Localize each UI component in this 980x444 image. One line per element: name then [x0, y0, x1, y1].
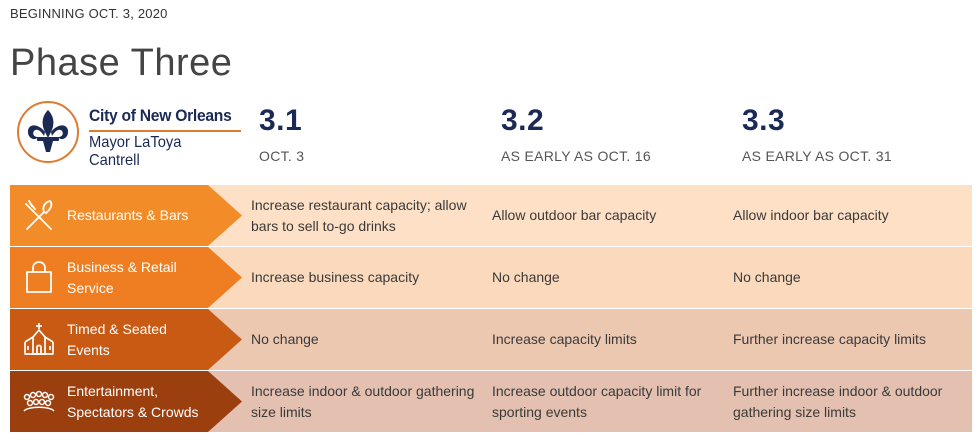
table-row: Entertainment, Spectators & Crowds Incre…: [0, 371, 980, 432]
phase-date: AS EARLY AS OCT. 31: [742, 148, 892, 164]
row-label-text: Business & Retail Service: [67, 258, 177, 296]
phase-column-header: 3.1 OCT. 3: [259, 104, 304, 164]
phase-column-header: 3.3 AS EARLY AS OCT. 31: [742, 104, 892, 164]
logo-mayor-name: Mayor LaToya Cantrell: [89, 134, 182, 169]
shopping-bag-icon: [26, 261, 52, 293]
table-row: Business & Retail Service Increase busin…: [0, 247, 980, 308]
table-cell: Further increase indoor & outdoor gather…: [733, 382, 943, 420]
table-cell: No change: [492, 269, 560, 285]
table-cell: Allow indoor bar capacity: [733, 207, 889, 223]
fleur-de-lis-icon: [27, 110, 69, 152]
logo-seal: [17, 101, 79, 163]
table-cell: Increase outdoor capacity limit for spor…: [492, 382, 702, 420]
city-logo: City of New Orleans Mayor LaToya Cantrel…: [17, 101, 247, 169]
table-cell: Increase restaurant capacity; allow bars…: [251, 196, 467, 234]
row-label-business-retail: Business & Retail Service: [10, 247, 242, 308]
phase-number: 3.2: [501, 104, 545, 137]
row-label-restaurants-bars: Restaurants & Bars: [10, 185, 242, 246]
phase-number: 3.3: [742, 104, 786, 137]
table-cell: Increase indoor & outdoor gathering size…: [251, 382, 475, 420]
row-label-text: Restaurants & Bars: [67, 207, 189, 223]
church-icon: [24, 323, 54, 355]
table-cell: Increase business capacity: [251, 269, 420, 285]
page-title: Phase Three: [10, 42, 233, 84]
phase-column-header: 3.2 AS EARLY AS OCT. 16: [501, 104, 651, 164]
page-kicker: BEGINNING OCT. 3, 2020: [10, 6, 168, 21]
table-cell: Further increase capacity limits: [733, 331, 926, 347]
table-cell: Increase capacity limits: [492, 331, 637, 347]
phase-number: 3.1: [259, 104, 303, 137]
crowd-icon: [23, 390, 55, 412]
logo-divider: [89, 130, 241, 132]
table-cell: Allow outdoor bar capacity: [492, 207, 657, 223]
row-label-text: Entertainment, Spectators & Crowds: [67, 382, 199, 420]
fork-knife-icon: [25, 200, 53, 230]
row-label-entertainment: Entertainment, Spectators & Crowds: [10, 371, 242, 432]
phase-date: OCT. 3: [259, 148, 305, 164]
logo-city-name: City of New Orleans: [89, 106, 232, 125]
row-label-timed-seated: Timed & Seated Events: [10, 309, 242, 370]
table-row: Restaurants & Bars Increase restaurant c…: [0, 185, 980, 246]
table-row: Timed & Seated Events No change Increase…: [0, 309, 980, 370]
phase-date: AS EARLY AS OCT. 16: [501, 148, 651, 164]
table-cell: No change: [733, 269, 801, 285]
row-label-text: Timed & Seated Events: [67, 320, 167, 358]
table-cell: No change: [251, 331, 319, 347]
